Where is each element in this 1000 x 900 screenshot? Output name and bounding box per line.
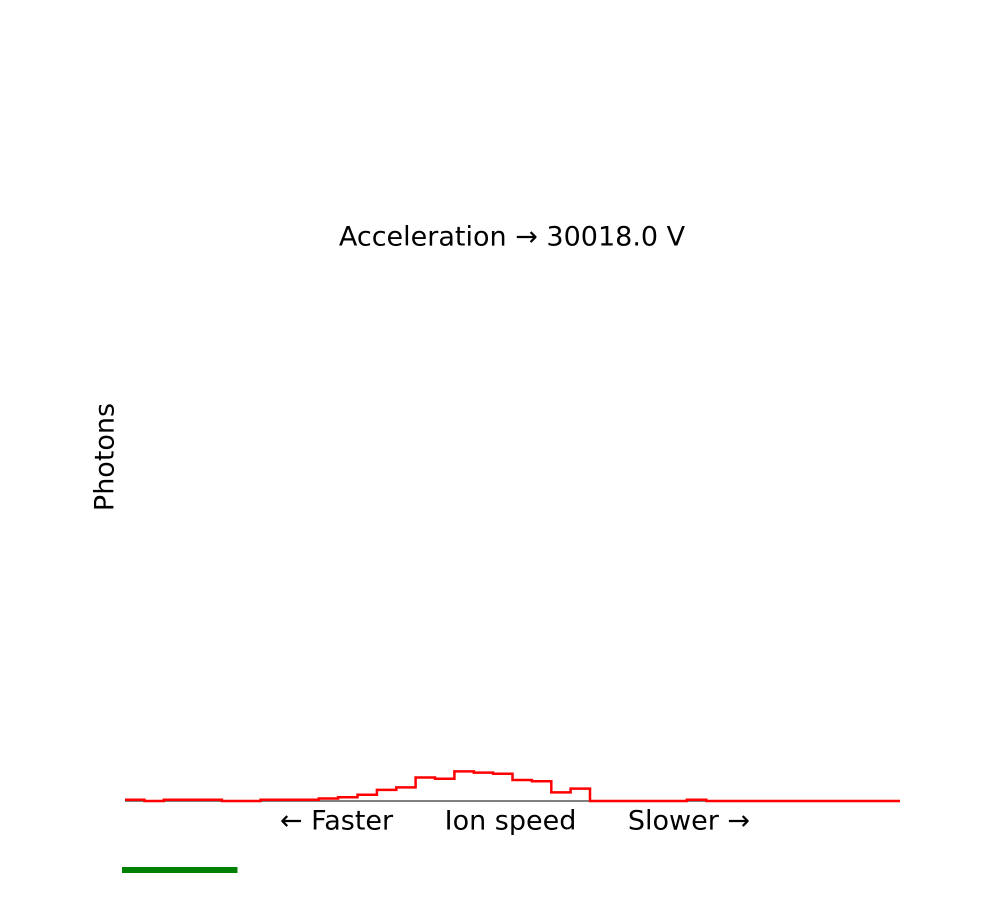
chart-title: Acceleration → 30018.0 V (339, 222, 686, 253)
x-axis-label: ← Faster Ion speed Slower → (280, 806, 750, 837)
y-axis-label: Photons (90, 403, 121, 511)
photon-count-step-line (125, 770, 900, 803)
